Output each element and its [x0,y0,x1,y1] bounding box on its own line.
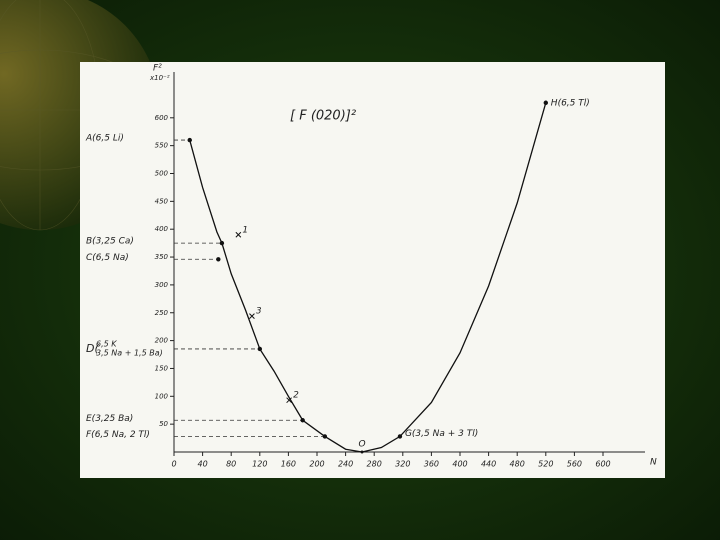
x-tick-label: 160 [281,460,296,469]
point-label: E(3,25 Ba) [86,414,133,424]
point-label: B(3,25 Ca) [86,237,134,247]
x-tick-label: 520 [538,460,553,469]
x-tick-label: 280 [367,460,382,469]
y-tick-label: 150 [155,364,169,372]
curve [189,102,547,453]
y-axis-label: F² [153,64,162,74]
point [216,257,221,262]
cross [286,397,292,404]
x-tick-label: 80 [226,460,236,469]
y-axis-unit: x10⁻² [149,74,170,82]
cross-label: 1 [242,225,248,235]
cross [249,313,255,319]
x-tick-label: 120 [252,460,267,469]
y-tick-label: 500 [155,170,169,178]
x-tick-label: 40 [198,460,208,469]
point [257,346,262,352]
point-sublabel: 6,5 K [96,339,117,348]
x-tick-label: 480 [510,460,525,469]
chart-title: [ F (020)]² [290,109,356,124]
x-axis-label: N [650,458,657,468]
minimum-point [360,450,364,454]
x-tick-label: 320 [395,460,410,469]
y-tick-label: 450 [155,197,169,205]
minimum-label: O [358,440,365,450]
point [397,434,403,439]
point [543,100,548,105]
y-tick-label: 550 [155,142,169,150]
y-tick-label: 350 [155,253,169,261]
y-tick-label: 400 [155,225,169,233]
x-tick-label: 440 [481,460,496,469]
x-tick-label: 600 [595,460,610,469]
chart-panel [80,62,665,478]
cross-label: 3 [256,307,262,317]
y-tick-label: 100 [155,392,169,400]
y-tick-label: 600 [155,114,169,122]
cross-label: 2 [293,391,299,401]
x-tick-label: 240 [338,460,353,469]
point-sublabel: 3,5 Na + 1,5 Ba) [96,348,163,357]
y-tick-label: 50 [159,420,168,428]
y-tick-label: 250 [155,309,169,317]
point-label: F(6,5 Na, 2 Tl) [86,430,150,440]
point [187,137,192,143]
point-label: A(6,5 Li) [85,134,124,144]
point-label: D( [86,342,99,355]
point [219,240,225,246]
x-tick-label: 400 [452,460,467,469]
x-tick-label: 560 [567,460,582,469]
point-label: H(6,5 Tl) [551,98,590,108]
cross [235,231,242,238]
y-tick-label: 300 [155,281,169,289]
x-tick-label: 200 [309,460,324,469]
x-tick-label: 360 [424,460,439,469]
point-label: C(6,5 Na) [86,253,129,263]
point [300,418,305,423]
point-label: G(3,5 Na + 3 Tl) [405,429,478,439]
x-tick-label: 0 [171,460,176,469]
y-tick-label: 200 [155,337,169,345]
chart: [ F (020)]² F² x10⁻² N 50 100 150 200 250 300… [85,64,657,469]
point [322,434,328,439]
